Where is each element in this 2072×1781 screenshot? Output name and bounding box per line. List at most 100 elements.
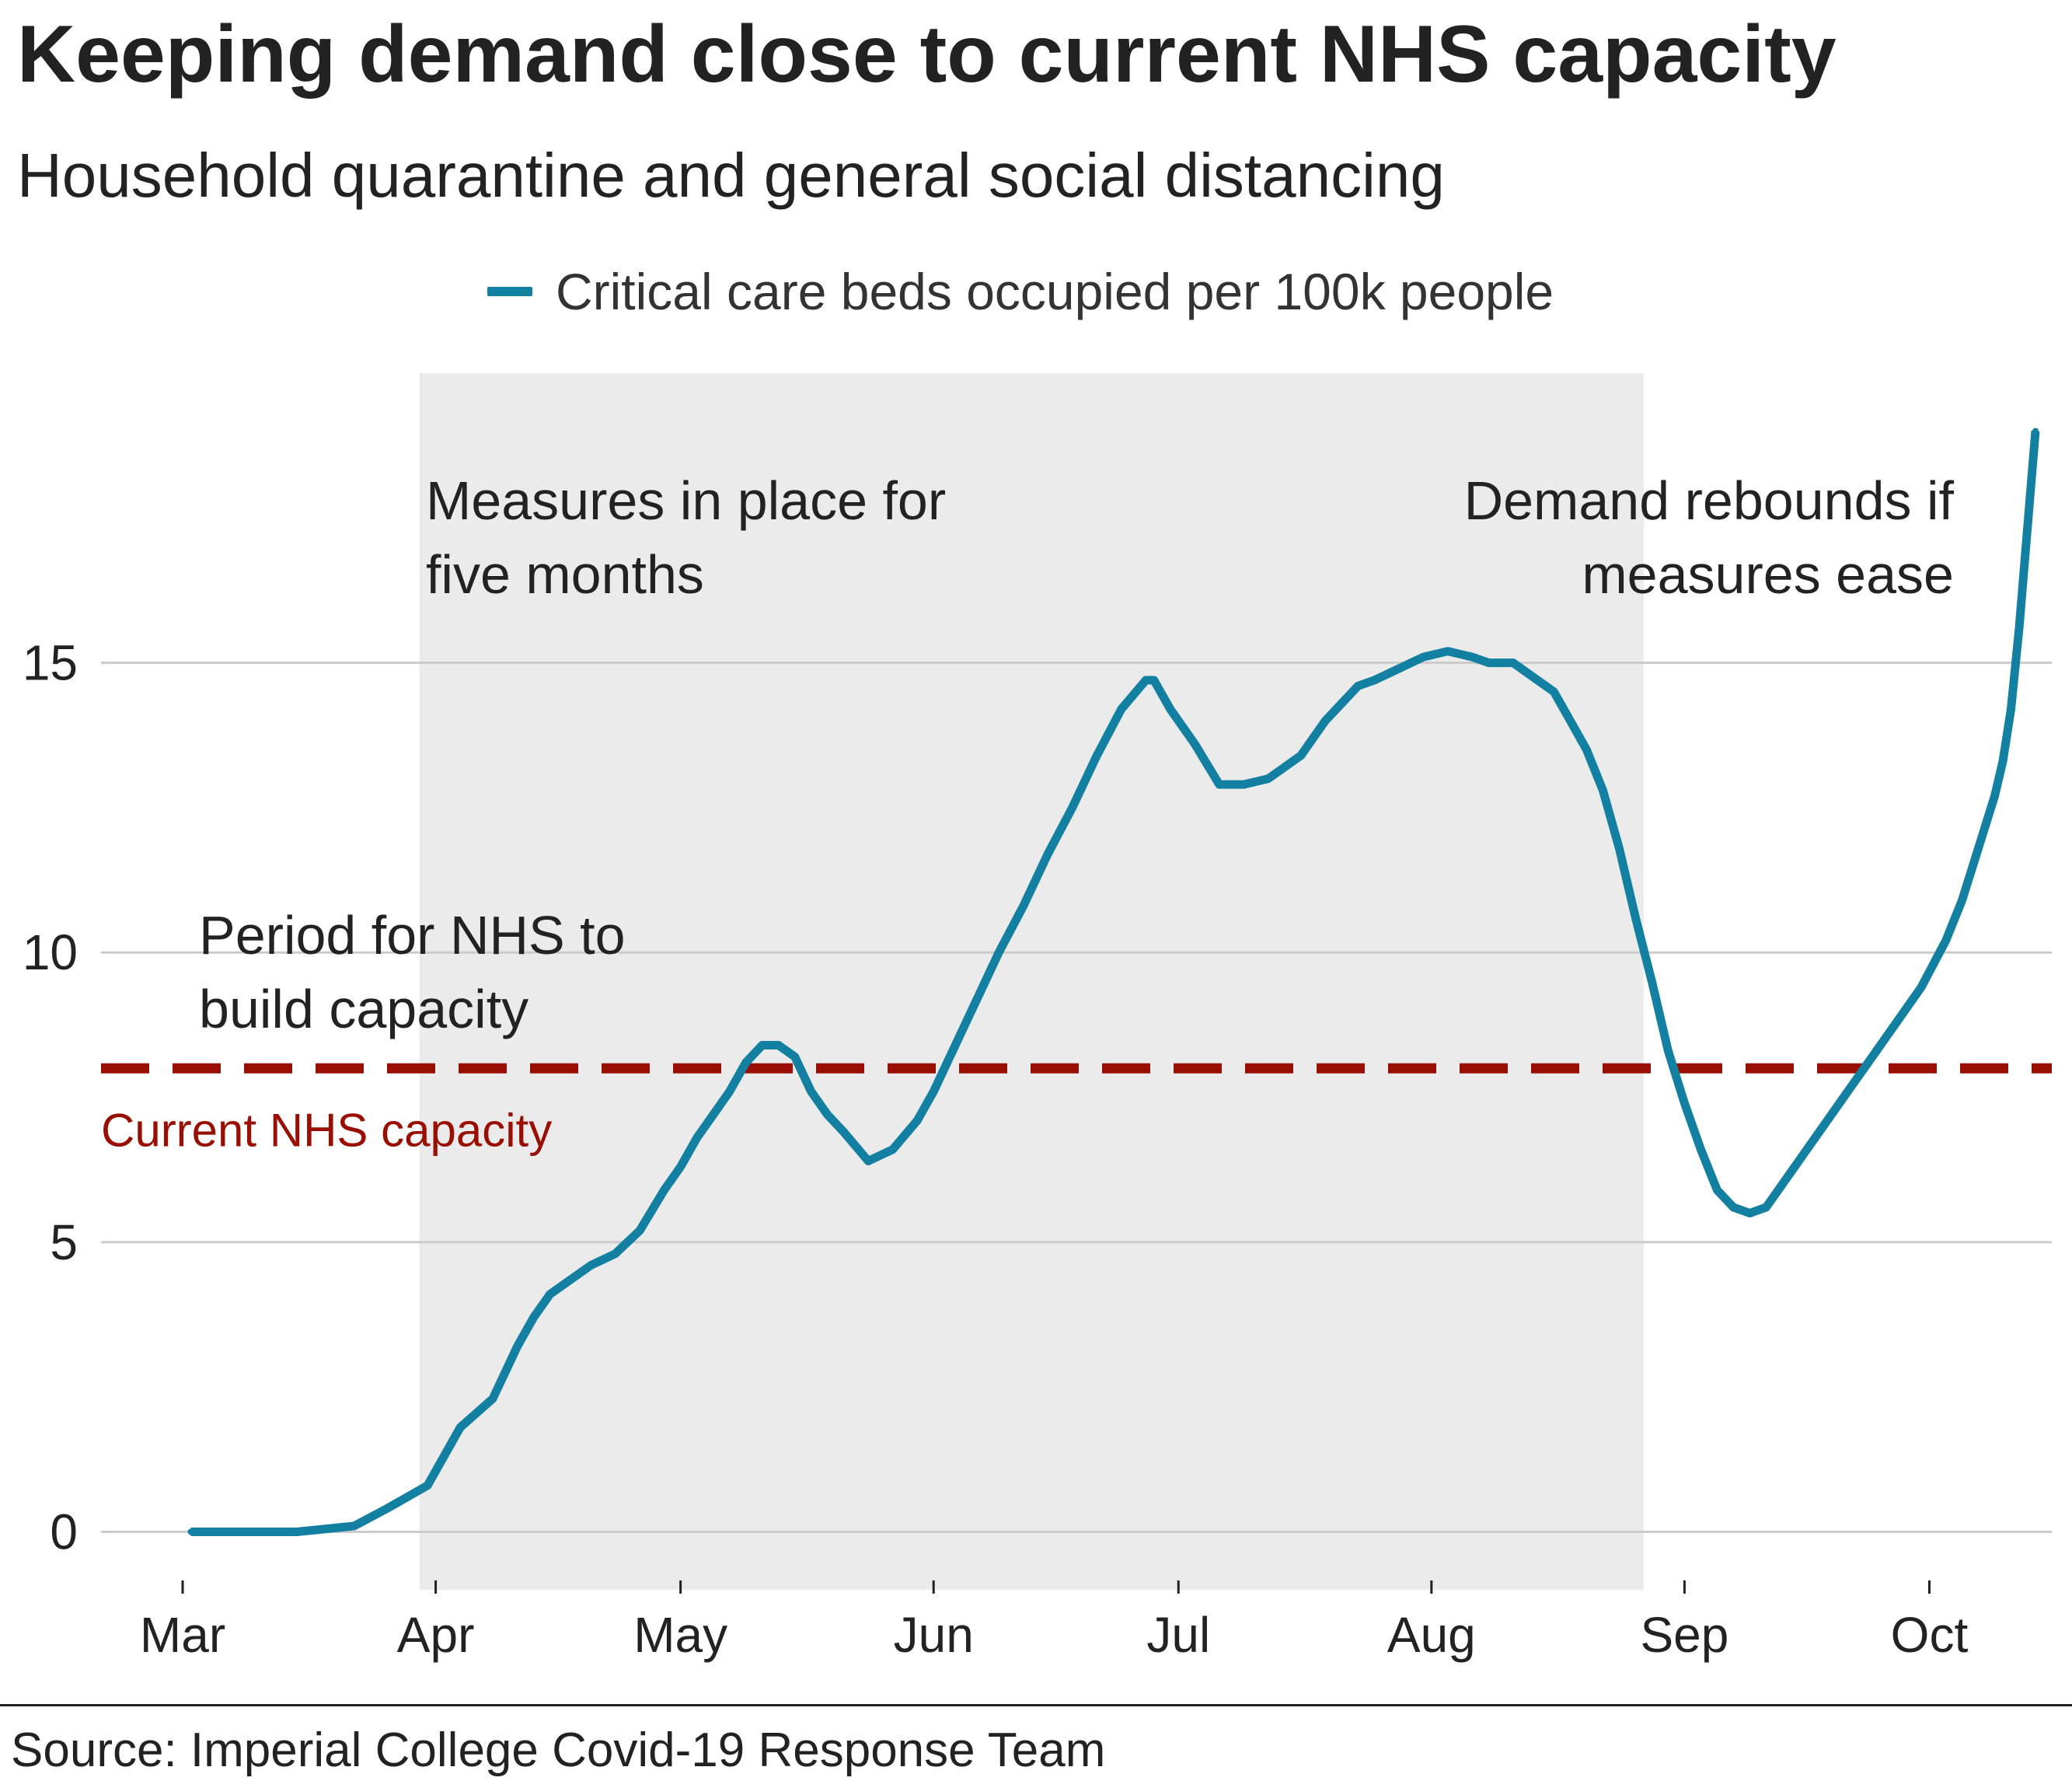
data-point <box>1142 677 1149 683</box>
data-point <box>294 1528 301 1535</box>
annotation-line: five months <box>426 544 704 605</box>
legend: Critical care beds occupied per 100k peo… <box>487 260 1554 323</box>
chart-annotation: Period for NHS to build capacity <box>199 905 626 1039</box>
annotation-line: Measures in place for <box>426 470 946 531</box>
y-tick-label: 0 <box>50 1503 78 1559</box>
data-point <box>759 1042 766 1049</box>
data-point <box>1975 845 1982 852</box>
x-tick-label: Mar <box>140 1607 225 1663</box>
x-tick-label: Jul <box>1146 1607 1210 1663</box>
x-tick-label: May <box>633 1607 727 1663</box>
data-point <box>1420 654 1427 661</box>
data-point <box>1869 1053 1875 1060</box>
data-point <box>1551 688 1557 695</box>
data-point <box>963 1018 970 1025</box>
chart-title: Keeping demand close to current NHS capa… <box>17 9 1837 100</box>
y-tick-label: 5 <box>50 1214 78 1270</box>
data-point <box>1746 1210 1753 1217</box>
data-point <box>1665 1047 1672 1054</box>
data-point <box>1167 706 1174 713</box>
data-point <box>1567 718 1574 725</box>
annotation-line: Demand rebounds if <box>1464 470 1955 531</box>
data-point <box>947 1053 954 1060</box>
data-point <box>1322 718 1329 725</box>
data-point <box>824 1111 831 1118</box>
data-point <box>808 1088 814 1095</box>
annotation-line: Period for NHS to <box>199 905 626 966</box>
data-point <box>1355 683 1362 690</box>
data-point <box>383 1505 390 1512</box>
data-point <box>1844 1088 1851 1095</box>
chart-annotation: Measures in place for five months <box>426 470 946 605</box>
y-tick-label: 10 <box>23 924 78 980</box>
data-point <box>2007 706 2014 713</box>
data-point <box>1509 659 1516 666</box>
data-point <box>1918 984 1924 990</box>
data-point <box>677 1164 684 1170</box>
data-point <box>1150 677 1157 683</box>
data-point <box>1697 1146 1704 1153</box>
data-point <box>1648 978 1655 985</box>
data-point <box>588 1262 595 1269</box>
data-point <box>1240 781 1247 788</box>
data-point <box>1763 1204 1770 1211</box>
data-point <box>1118 706 1125 713</box>
data-point <box>530 1314 537 1321</box>
capacity-label: Current NHS capacity <box>101 1104 552 1156</box>
data-point <box>1281 763 1288 770</box>
legend-swatch <box>487 287 532 296</box>
data-point <box>1616 845 1623 852</box>
data-point <box>889 1146 896 1153</box>
x-tick-label: Jun <box>894 1607 974 1663</box>
annotation-line: measures ease <box>1582 544 1954 605</box>
data-point <box>546 1290 553 1297</box>
data-point <box>424 1482 431 1489</box>
data-point <box>710 1111 717 1118</box>
footer-rule <box>0 1704 2072 1706</box>
annotation-line: build capacity <box>199 979 528 1039</box>
data-point <box>791 1053 798 1060</box>
data-point <box>1297 752 1304 759</box>
data-point <box>1094 752 1101 759</box>
data-point <box>930 1088 937 1095</box>
x-tick-label: Sep <box>1640 1607 1728 1663</box>
data-point <box>1534 677 1541 683</box>
data-point <box>742 1059 749 1066</box>
data-point <box>1444 648 1451 655</box>
data-point <box>457 1424 464 1431</box>
data-point <box>1991 793 1998 799</box>
data-point <box>351 1523 358 1529</box>
x-tick-label: Aug <box>1387 1607 1476 1663</box>
data-point <box>1395 665 1402 672</box>
data-point <box>637 1227 644 1234</box>
data-point <box>1264 775 1271 782</box>
data-point <box>236 1528 243 1535</box>
source-note: Source: Imperial College Covid-19 Respon… <box>11 1723 1106 1777</box>
data-point <box>1942 938 1949 945</box>
data-point <box>996 949 1003 956</box>
data-point <box>612 1250 619 1257</box>
data-point <box>1485 659 1492 666</box>
chart-subtitle: Household quarantine and general social … <box>17 141 1445 210</box>
data-point <box>1795 1158 1802 1165</box>
data-point <box>1632 914 1639 921</box>
x-tick-label: Apr <box>397 1607 475 1663</box>
data-point <box>1191 741 1198 747</box>
data-point <box>1469 654 1476 661</box>
data-point <box>563 1280 570 1286</box>
data-point <box>2016 624 2022 631</box>
data-point <box>1069 804 1076 811</box>
legend-label: Critical care beds occupied per 100k peo… <box>556 263 1554 320</box>
data-point <box>1819 1123 1826 1130</box>
shaded-region <box>419 373 1644 1590</box>
data-point <box>1714 1186 1721 1193</box>
data-point <box>1959 897 1966 904</box>
data-point <box>490 1395 497 1402</box>
data-point <box>2032 428 2039 435</box>
data-point <box>661 1186 668 1193</box>
data-point <box>1216 781 1223 788</box>
data-point <box>1779 1181 1786 1188</box>
data-point <box>2000 758 2006 765</box>
x-tick-label: Oct <box>1891 1607 1969 1663</box>
line-chart: 0 5 10 15 Mar Apr May Jun Jul Aug Sep Oct Current NH… <box>23 373 2052 1663</box>
